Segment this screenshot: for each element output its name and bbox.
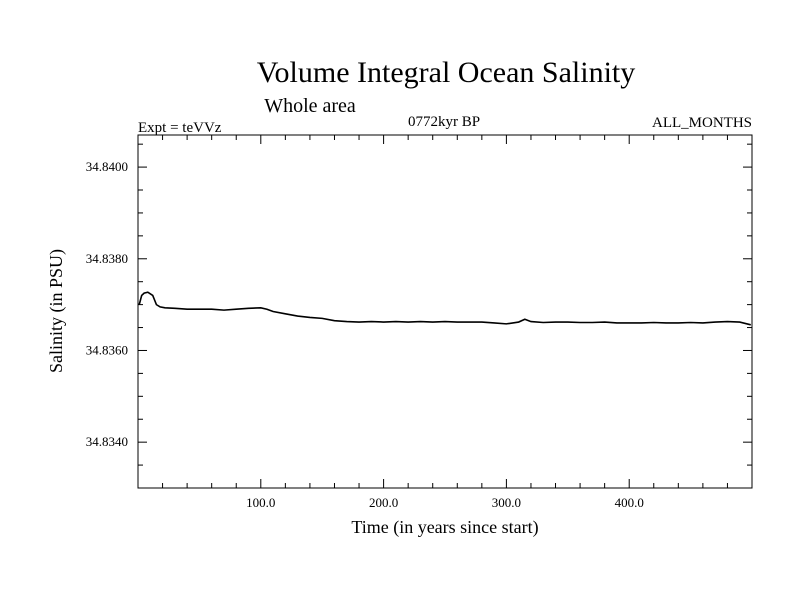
y-tick-label: 34.8360 xyxy=(86,342,128,357)
y-axis-title: Salinity (in PSU) xyxy=(46,249,67,373)
y-axis-tick-labels: 34.8340 34.8360 34.8380 34.8400 xyxy=(86,159,128,449)
plot-frame xyxy=(137,134,753,489)
x-tick-label: 400.0 xyxy=(615,495,644,510)
x-axis-ticks xyxy=(162,135,728,488)
salinity-series-line xyxy=(138,291,751,326)
chart-subtitle: Whole area xyxy=(264,95,356,117)
x-tick-label: 100.0 xyxy=(246,495,275,510)
x-tick-label: 300.0 xyxy=(492,495,521,510)
experiment-label: Expt = teVVz xyxy=(138,120,222,136)
months-label: ALL_MONTHS xyxy=(652,115,752,131)
x-axis-title: Time (in years since start) xyxy=(351,517,538,538)
x-axis-tick-labels: 100.0 200.0 300.0 400.0 xyxy=(246,495,644,510)
chart-title: Volume Integral Ocean Salinity xyxy=(257,56,636,89)
period-label: 0772kyr BP xyxy=(408,114,480,130)
y-axis-ticks xyxy=(138,143,752,489)
y-tick-label: 34.8340 xyxy=(86,434,128,449)
y-tick-label: 34.8380 xyxy=(86,251,128,266)
y-tick-label: 34.8400 xyxy=(86,159,128,174)
x-tick-label: 200.0 xyxy=(369,495,398,510)
